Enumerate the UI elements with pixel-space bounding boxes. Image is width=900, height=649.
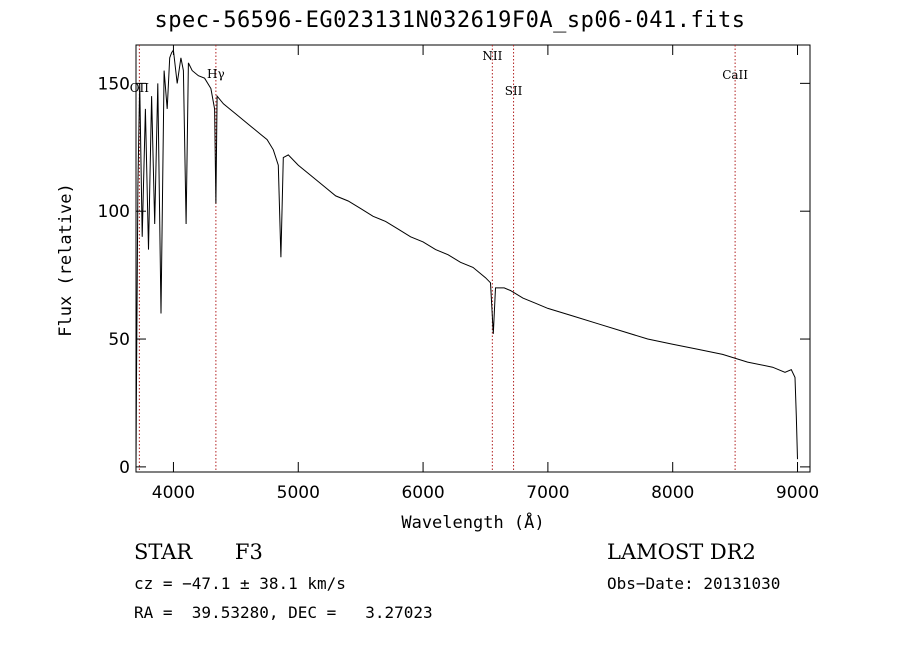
x-tick-label: 4000 [152, 483, 195, 503]
survey-label: LAMOST DR2 [607, 540, 756, 564]
plot-frame [135, 44, 811, 473]
x-tick-label: 9000 [776, 483, 819, 503]
x-tick-label: 5000 [277, 483, 320, 503]
object-type: STAR [134, 540, 193, 564]
line-marker-label: Hγ [207, 67, 225, 81]
object-subclass: F3 [234, 540, 263, 564]
x-tick-label: 7000 [526, 483, 569, 503]
y-axis-label: Flux (relative) [56, 183, 76, 337]
series-line [135, 48, 798, 467]
y-tick-label: 150 [98, 74, 130, 94]
y-tick-label: 100 [98, 202, 130, 222]
chart-title: spec-56596-EG023131N032619F0A_sp06-041.f… [154, 8, 746, 33]
obs-date: Obs−Date: 20131030 [607, 574, 781, 593]
redshift-text: cz = −47.1 ± 38.1 km/s [134, 574, 346, 593]
line-marker-label: NII [482, 49, 502, 63]
y-tick-label: 50 [108, 330, 130, 350]
x-tick-label: 8000 [651, 483, 694, 503]
y-tick-label: 0 [119, 458, 130, 478]
line-marker-label: CaII [722, 68, 748, 82]
line-marker-label: SII [505, 84, 523, 98]
axes: 4000 5000 6000 7000 8000 9000 0 50 100 150 [98, 45, 819, 503]
x-axis-label: Wavelength (Å) [401, 511, 544, 533]
coordinates-text: RA = 39.53280, DEC = 3.27023 [134, 603, 433, 622]
x-tick-label: 6000 [401, 483, 444, 503]
